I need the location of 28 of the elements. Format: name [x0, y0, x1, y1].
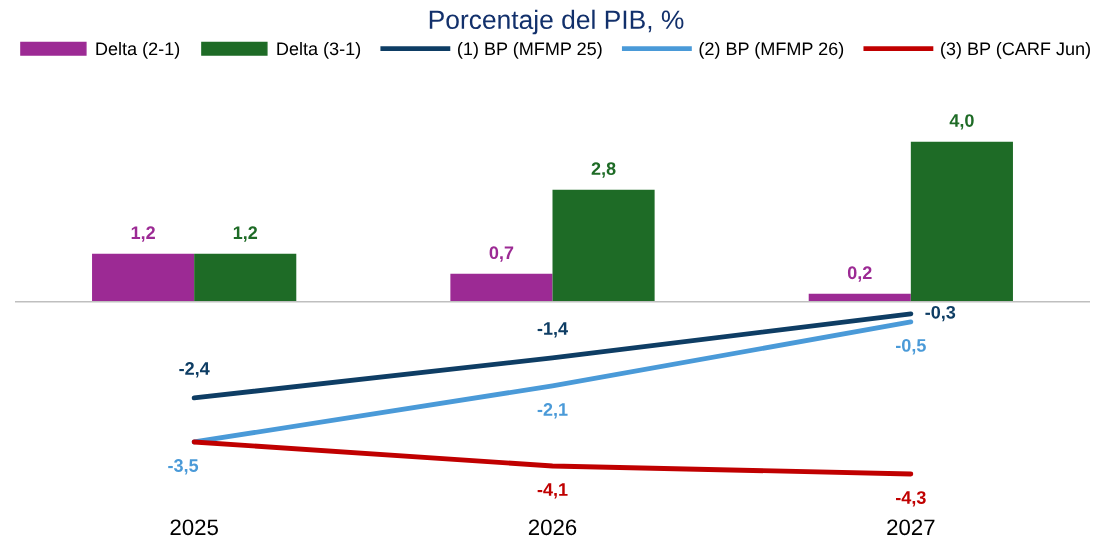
- data-label: -0,3: [925, 305, 956, 322]
- bar: [450, 273, 553, 302]
- bar: [92, 253, 195, 302]
- bar: [552, 189, 655, 302]
- bar: [910, 141, 1013, 302]
- data-label: -3,5: [168, 459, 199, 475]
- data-label: 1,2: [233, 226, 258, 242]
- data-label: 0,2: [847, 266, 872, 282]
- data-label: -2,1: [537, 403, 568, 419]
- data-label: 1,2: [131, 226, 155, 242]
- legend-label: Delta (2-1): [96, 41, 180, 59]
- data-label: 4,0: [949, 114, 974, 130]
- data-label: 0,7: [489, 246, 514, 262]
- legend-label: (3) BP (CARF Jun): [941, 41, 1090, 59]
- data-label: -2,4: [179, 362, 210, 378]
- data-label: 2,8: [591, 162, 616, 178]
- x-tick-label: 2027: [887, 519, 935, 536]
- data-label: -1,4: [537, 322, 568, 338]
- data-label: -4,1: [537, 483, 568, 499]
- legend-label: (2) BP (MFMP 26): [699, 41, 844, 59]
- x-tick-label: 2026: [528, 519, 577, 536]
- x-tick-label: 2025: [170, 519, 218, 536]
- chart-title: Porcentaje del PIB, %: [429, 9, 684, 35]
- legend-label: (1) BP (MFMP 25): [458, 41, 602, 59]
- legend-label: Delta (3-1): [277, 41, 361, 59]
- data-label: -0,5: [895, 338, 926, 355]
- data-label: -4,3: [895, 491, 926, 507]
- bar: [194, 253, 297, 302]
